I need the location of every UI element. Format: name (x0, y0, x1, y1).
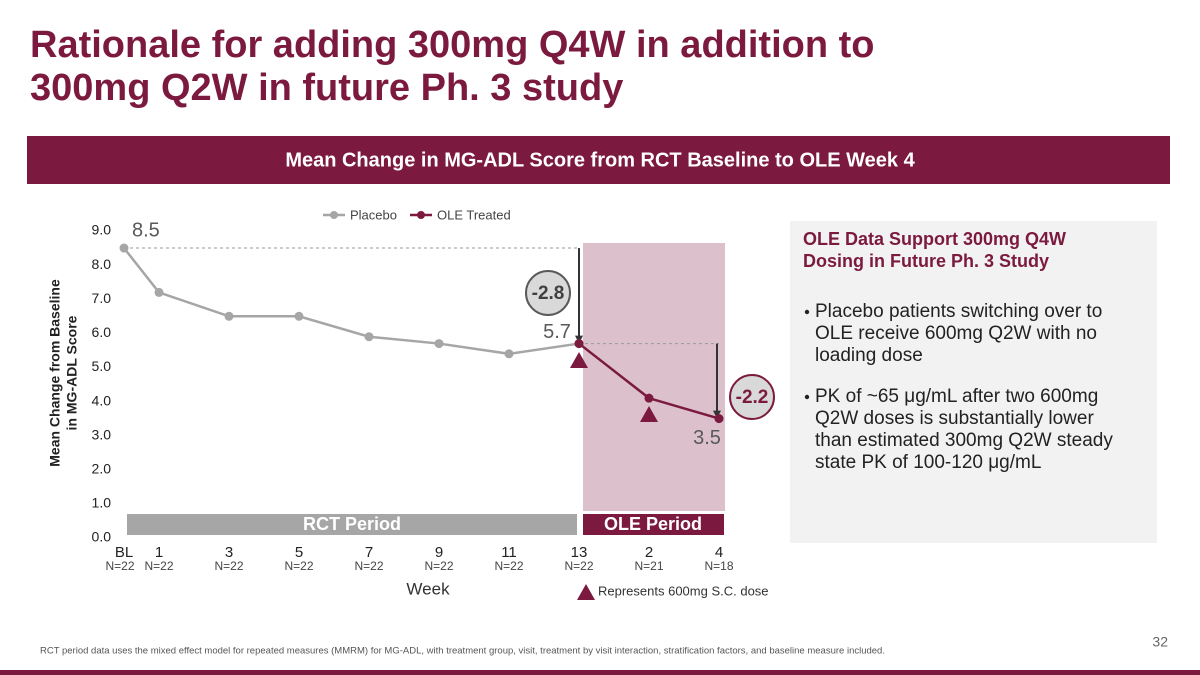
dose-marker (640, 406, 658, 422)
side-box (790, 221, 1157, 543)
dose-legend-text: Represents 600mg S.C. dose (598, 583, 769, 598)
bottom-bar (0, 670, 1200, 675)
bullet-dot (804, 309, 810, 315)
bullet-text: than estimated 300mg Q2W steady (815, 430, 1113, 451)
n-label: N=22 (564, 559, 593, 573)
x-tick-label: 7 (365, 544, 373, 561)
n-label: N=22 (214, 559, 243, 573)
period-label: OLE Period (604, 514, 702, 534)
period-label: RCT Period (303, 514, 401, 534)
data-point (364, 332, 374, 342)
bullet-dot (804, 394, 810, 400)
x-tick-label: 9 (435, 544, 443, 561)
n-label: N=22 (284, 559, 313, 573)
change-annotation: -2.2 (736, 387, 769, 408)
dose-legend-icon (577, 584, 595, 600)
legend-dot (417, 211, 425, 219)
y-axis-label: Mean Change from Baseline (47, 279, 63, 467)
x-axis-label: Week (406, 579, 450, 598)
y-tick-label: 0.0 (92, 529, 112, 545)
side-heading: OLE Data Support 300mg Q4W (803, 229, 1066, 249)
bullet-text: state PK of 100-120 μg/mL (815, 452, 1041, 473)
n-label: N=18 (704, 559, 733, 573)
n-label: N=22 (144, 559, 173, 573)
page-number: 32 (1152, 634, 1168, 650)
x-tick-label: 13 (571, 544, 588, 561)
data-point (574, 339, 584, 349)
dose-marker (570, 352, 588, 368)
data-point (154, 287, 164, 297)
data-point (294, 311, 304, 321)
y-tick-label: 4.0 (92, 392, 112, 408)
x-tick-label: 4 (715, 544, 723, 561)
data-point (224, 311, 234, 321)
bullet-text: loading dose (815, 345, 923, 366)
x-tick-label: 3 (225, 544, 233, 561)
y-tick-label: 7.0 (92, 290, 112, 306)
ole-period-bar (583, 514, 724, 535)
n-label: N=22 (105, 559, 134, 573)
change-badge (729, 374, 775, 420)
legend-dot (330, 211, 338, 219)
banner-bg (27, 136, 1170, 184)
data-point (644, 393, 654, 403)
data-point (504, 349, 514, 359)
data-point (714, 414, 724, 424)
rct-period-bar (127, 514, 577, 535)
side-heading: Dosing in Future Ph. 3 Study (803, 251, 1049, 271)
y-tick-label: 8.0 (92, 256, 112, 272)
n-label: N=22 (424, 559, 453, 573)
y-tick-label: 9.0 (92, 222, 112, 238)
bullet-text: Placebo patients switching over to (815, 301, 1102, 322)
bullet-text: OLE receive 600mg Q2W with no (815, 323, 1097, 344)
slide-title: Rationale for adding 300mg Q4W in additi… (30, 24, 874, 66)
banner-title: Mean Change in MG-ADL Score from RCT Bas… (285, 149, 915, 171)
legend-label: OLE Treated (437, 207, 511, 222)
value-label: 3.5 (693, 427, 721, 449)
value-label: 5.7 (543, 321, 571, 343)
y-tick-label: 3.0 (92, 426, 112, 442)
bullet-text: PK of ~65 μg/mL after two 600mg (815, 386, 1098, 407)
n-label: N=21 (634, 559, 663, 573)
series-line (123, 247, 580, 356)
change-badge (525, 270, 571, 316)
y-tick-label: 2.0 (92, 460, 112, 476)
n-label: N=22 (354, 559, 383, 573)
value-label: 8.5 (132, 219, 160, 241)
ole-shade (583, 243, 725, 511)
x-tick-label: 5 (295, 544, 303, 561)
y-tick-label: 6.0 (92, 324, 112, 340)
change-annotation: -2.8 (532, 283, 565, 304)
x-tick-label: 2 (645, 544, 653, 561)
x-tick-label: 1 (155, 544, 163, 561)
legend-label: Placebo (350, 207, 397, 222)
y-tick-label: 1.0 (92, 495, 112, 511)
x-tick-label: BL (115, 544, 133, 561)
y-axis-label: in MG-ADL Score (64, 315, 80, 430)
bullet-text: Q2W doses is substantially lower (815, 408, 1094, 429)
data-point (119, 243, 129, 253)
footnote: RCT period data uses the mixed effect mo… (40, 646, 885, 657)
y-tick-label: 5.0 (92, 358, 112, 374)
x-tick-label: 11 (501, 544, 517, 561)
slide-title: 300mg Q2W in future Ph. 3 study (30, 67, 623, 109)
data-point (434, 339, 444, 349)
n-label: N=22 (494, 559, 523, 573)
